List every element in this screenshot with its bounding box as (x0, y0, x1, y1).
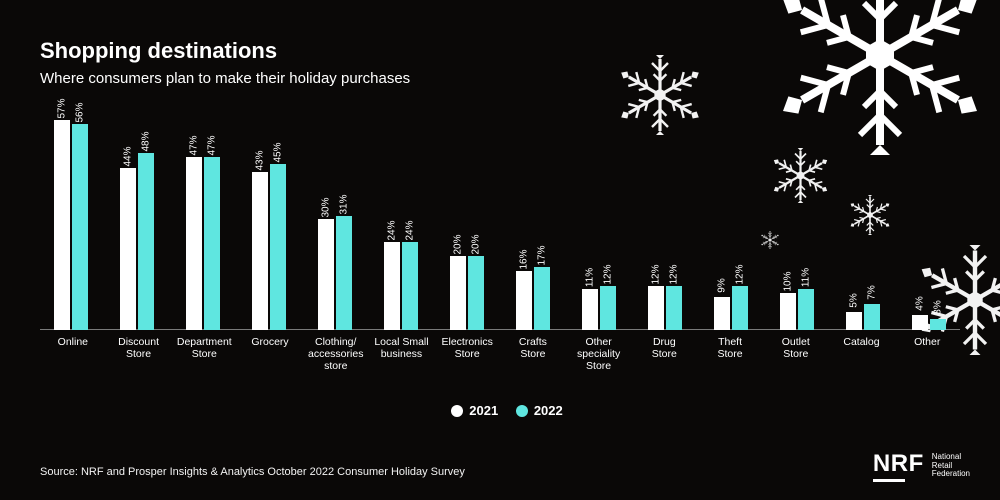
bar-value-label: 24% (387, 220, 398, 240)
bar-group: 9%12% (700, 286, 762, 330)
bar: 12% (600, 286, 616, 330)
bar-group: 16%17% (502, 267, 564, 330)
bar: 9% (714, 297, 730, 330)
bar: 31% (336, 216, 352, 330)
bar-group: 4%3% (898, 315, 960, 330)
bar-value-label: 7% (867, 285, 878, 299)
category-label: DiscountStore (106, 332, 172, 380)
chart-title: Shopping destinations (40, 38, 277, 64)
nrf-logo: NRF National Retail Federation (873, 450, 970, 482)
bar: 56% (72, 124, 88, 330)
bar-group: 30%31% (304, 216, 366, 330)
bar-value-label: 9% (717, 278, 728, 292)
legend-label-2022: 2022 (534, 403, 563, 418)
bar: 17% (534, 267, 550, 330)
bar-value-label: 31% (339, 194, 350, 214)
bar: 12% (732, 286, 748, 330)
bar: 48% (138, 153, 154, 330)
bar-group: 43%45% (238, 164, 300, 330)
category-label: TheftStore (697, 332, 763, 380)
bar-group: 47%47% (172, 157, 234, 330)
bar: 47% (186, 157, 202, 330)
source-text: Source: NRF and Prosper Insights & Analy… (40, 466, 465, 478)
category-label: DepartmentStore (171, 332, 237, 380)
bar: 11% (582, 289, 598, 330)
bar-value-label: 4% (915, 297, 926, 311)
category-label: OtherspecialityStore (566, 332, 632, 380)
bar-value-label: 10% (783, 272, 794, 292)
category-label: Grocery (237, 332, 303, 380)
bar: 24% (384, 242, 400, 330)
bar-group: 57%56% (40, 120, 102, 330)
bar-value-label: 56% (75, 102, 86, 122)
bar: 4% (912, 315, 928, 330)
bar-group: 24%24% (370, 242, 432, 330)
legend-swatch-2021 (451, 405, 463, 417)
bar: 24% (402, 242, 418, 330)
bar: 5% (846, 312, 862, 330)
logo-mark: NRF (873, 450, 924, 482)
bar-value-label: 3% (933, 300, 944, 314)
bar-value-label: 12% (669, 264, 680, 284)
category-label: CraftsStore (500, 332, 566, 380)
bar-value-label: 30% (321, 198, 332, 218)
bar: 20% (468, 256, 484, 330)
legend-swatch-2022 (516, 405, 528, 417)
bar-value-label: 12% (735, 264, 746, 284)
bar-value-label: 17% (537, 246, 548, 266)
bar-value-label: 12% (651, 264, 662, 284)
bar-group: 20%20% (436, 256, 498, 330)
bar-value-label: 24% (405, 220, 416, 240)
bar: 45% (270, 164, 286, 330)
bar: 3% (930, 319, 946, 330)
category-label: Other (894, 332, 960, 380)
bar-chart: 57%56%44%48%47%47%43%45%30%31%24%24%20%2… (40, 120, 960, 380)
bar-group: 11%12% (568, 286, 630, 330)
category-label: Clothing/accessoriesstore (303, 332, 369, 380)
category-label: Catalog (829, 332, 895, 380)
category-label: Online (40, 332, 106, 380)
bar: 16% (516, 271, 532, 330)
bar: 47% (204, 157, 220, 330)
bar-value-label: 16% (519, 250, 530, 270)
bar: 12% (666, 286, 682, 330)
bar-group: 10%11% (766, 289, 828, 330)
category-label: DrugStore (631, 332, 697, 380)
bar-value-label: 47% (189, 135, 200, 155)
bar-value-label: 11% (585, 268, 596, 287)
bar: 7% (864, 304, 880, 330)
bar: 44% (120, 168, 136, 330)
bar-value-label: 47% (207, 135, 218, 155)
category-label: OutletStore (763, 332, 829, 380)
bar-value-label: 11% (801, 268, 812, 287)
bar-value-label: 12% (603, 264, 614, 284)
bar: 43% (252, 172, 268, 330)
category-label: Local Smallbusiness (369, 332, 435, 380)
legend-label-2021: 2021 (469, 403, 498, 418)
chart-canvas: Shopping destinations Where consumers pl… (0, 0, 1000, 500)
bar-group: 12%12% (634, 286, 696, 330)
bar: 10% (780, 293, 796, 330)
bar: 20% (450, 256, 466, 330)
bar: 30% (318, 219, 334, 330)
bar-group: 5%7% (832, 304, 894, 330)
bar-value-label: 48% (141, 132, 152, 152)
bar-value-label: 5% (849, 293, 860, 307)
bar-value-label: 44% (123, 146, 134, 166)
category-label: ElectronicsStore (434, 332, 500, 380)
chart-subtitle: Where consumers plan to make their holid… (40, 70, 410, 87)
logo-text: National Retail Federation (932, 453, 970, 479)
bar-value-label: 43% (255, 150, 266, 170)
bar-group: 44%48% (106, 153, 168, 330)
bar: 57% (54, 120, 70, 330)
bar: 12% (648, 286, 664, 330)
bar-value-label: 20% (453, 235, 464, 255)
chart-legend: 2021 2022 (0, 402, 1000, 418)
bar-value-label: 45% (273, 143, 284, 163)
bar-value-label: 57% (57, 98, 68, 118)
bar-value-label: 20% (471, 235, 482, 255)
bar: 11% (798, 289, 814, 330)
